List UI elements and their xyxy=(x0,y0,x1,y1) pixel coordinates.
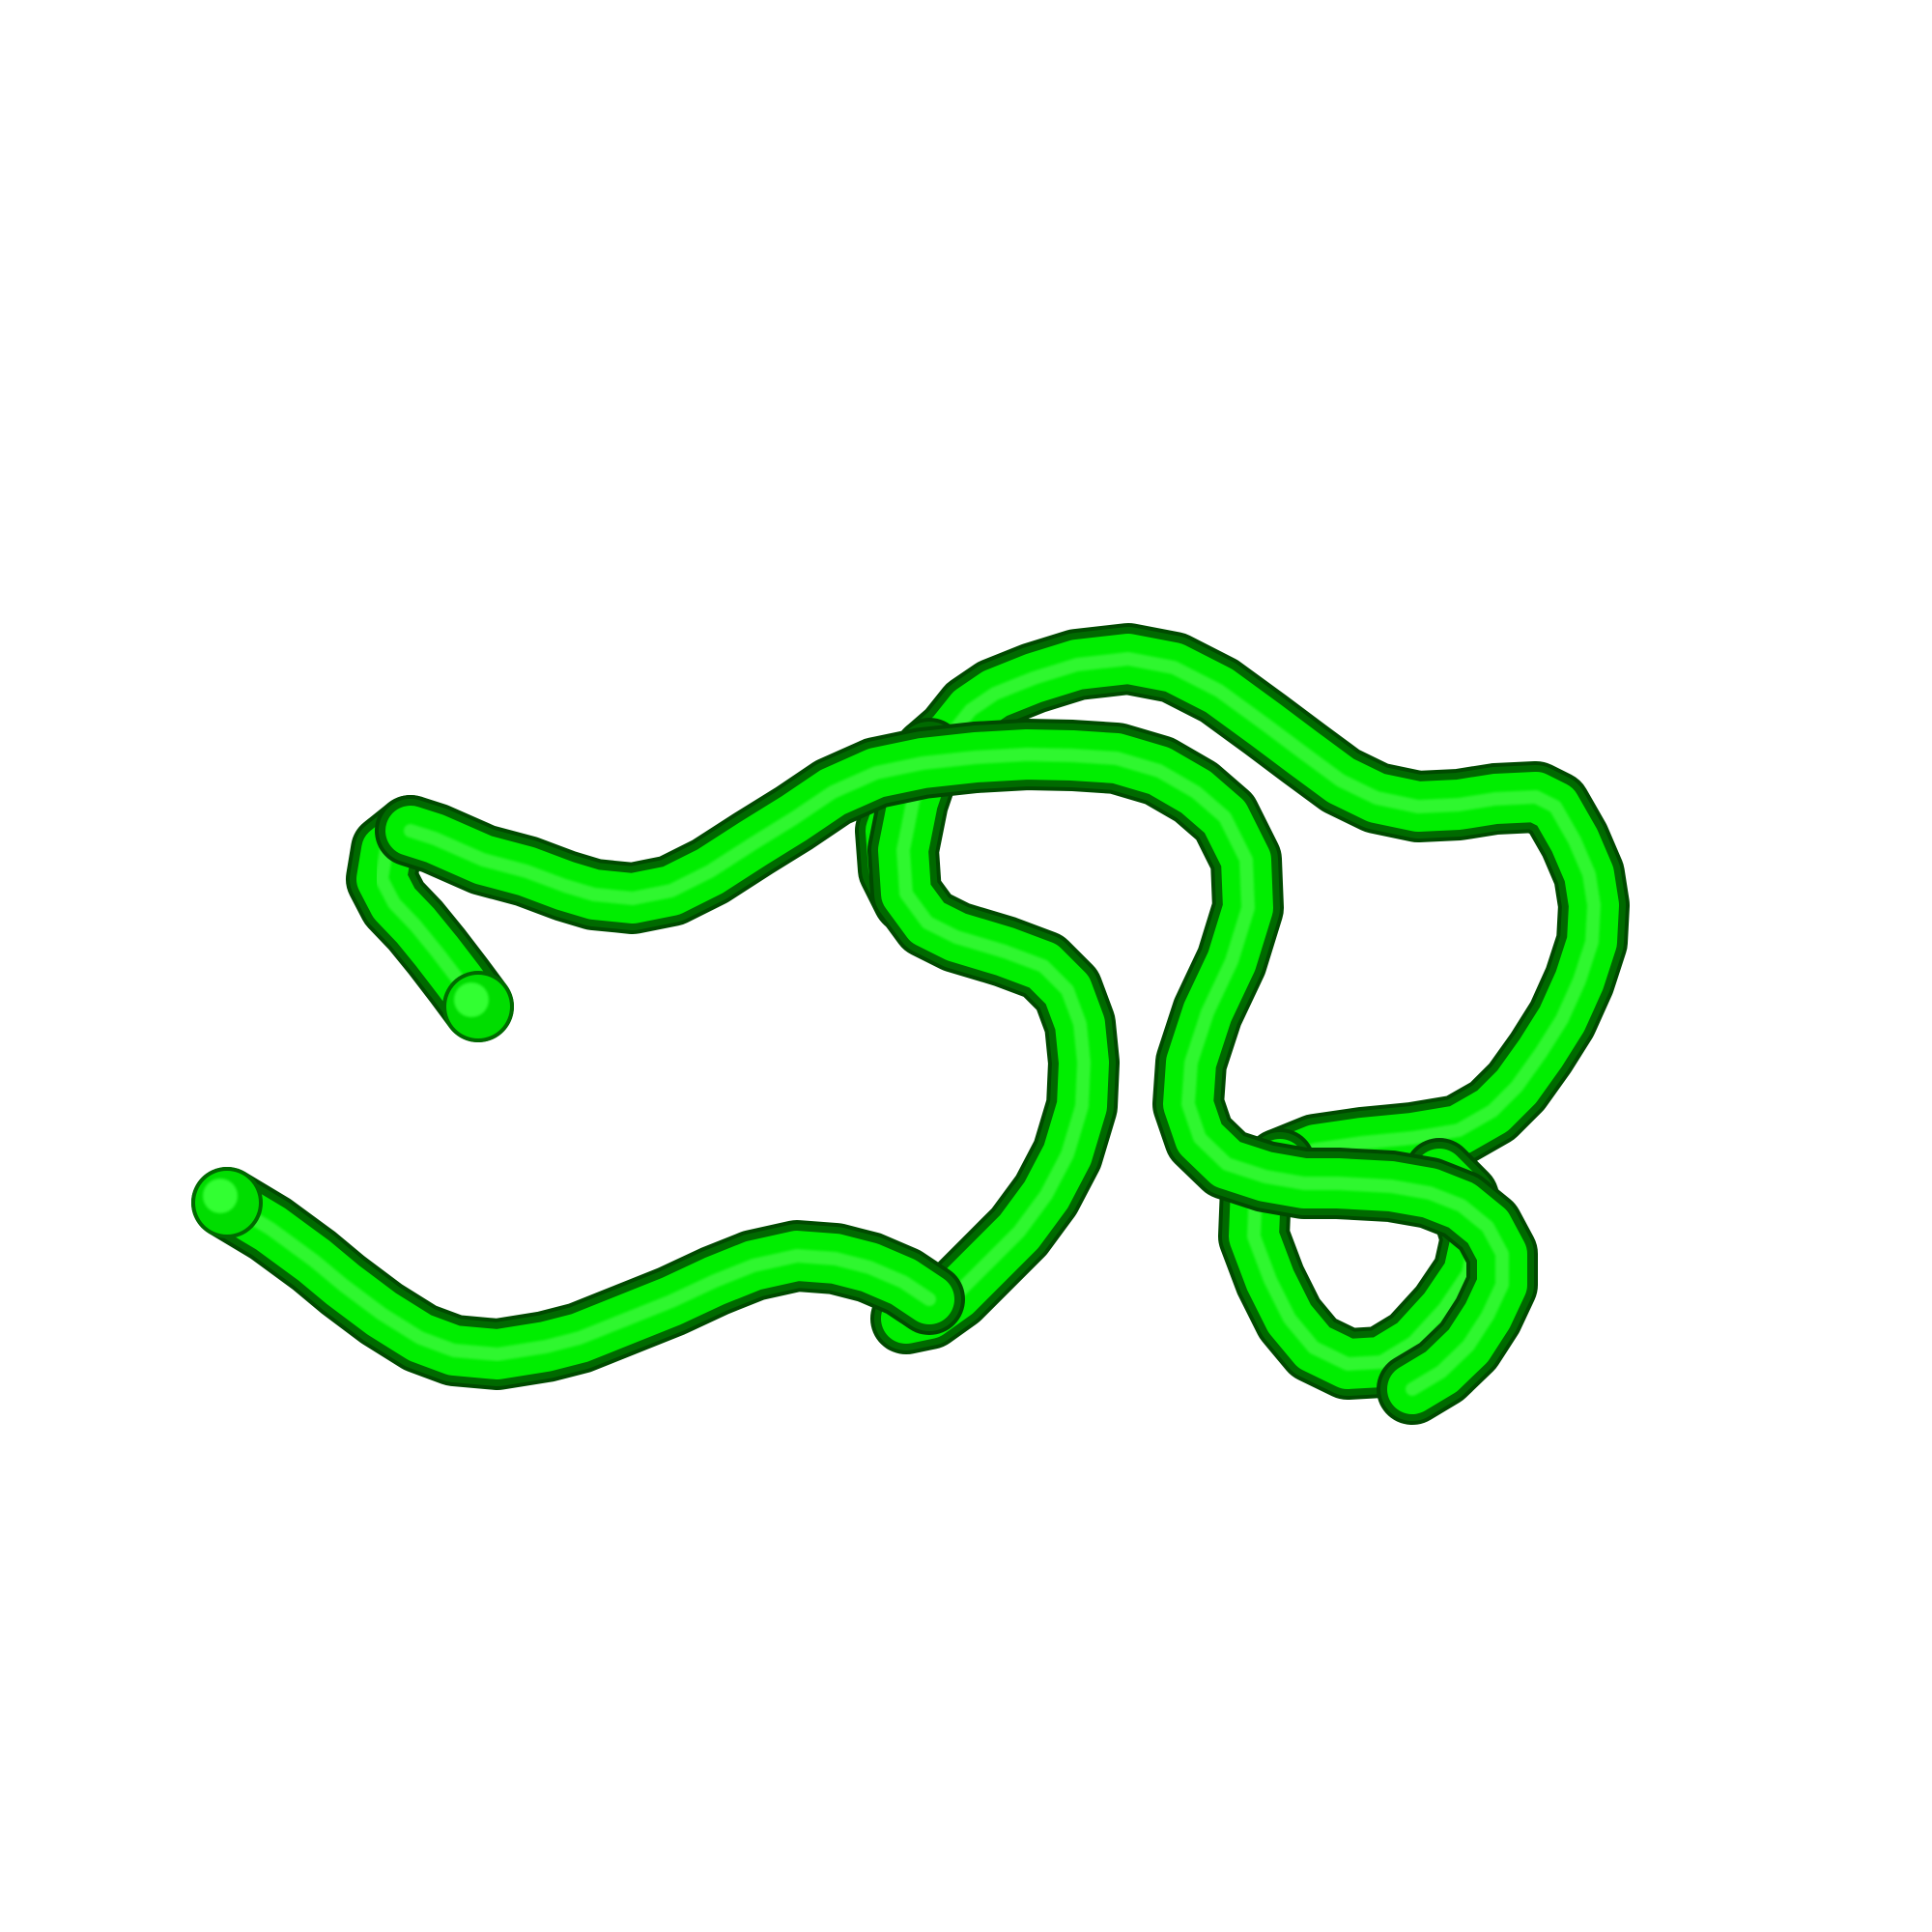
tube-segment-middle-loop xyxy=(867,718,1120,1354)
tube-terminal-left-cap xyxy=(191,1167,263,1238)
tube-terminal-hook-cap xyxy=(442,971,514,1042)
tube-segment-front-strand xyxy=(375,719,1538,1425)
tube-segment-lower-strand xyxy=(191,1167,965,1390)
tube-segment-back-upper-loop xyxy=(855,623,1630,1200)
